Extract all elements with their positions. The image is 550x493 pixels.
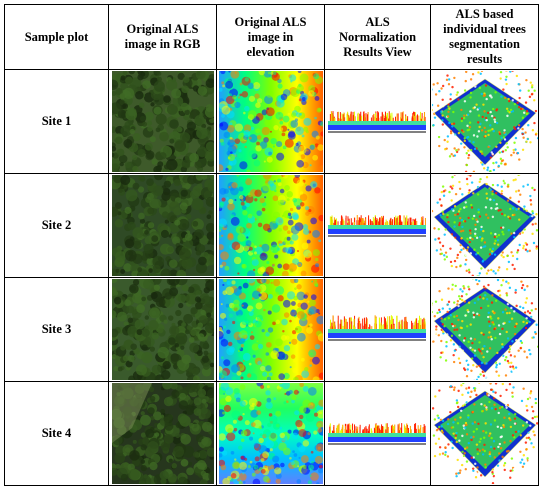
- header-elevation: Original ALS image in elevation: [216, 4, 325, 70]
- elevation-cell: [216, 381, 325, 486]
- header-segmentation: ALS based individual trees segmentation …: [430, 4, 539, 70]
- normalized-point-cloud-profile: [327, 111, 426, 133]
- normalization-cell: [324, 381, 431, 486]
- rgb-cell: [108, 173, 217, 278]
- elevation-cell: [216, 277, 325, 382]
- segmentation-cell: [430, 381, 539, 486]
- segmentation-cell: [430, 277, 539, 382]
- site-label: Site 4: [4, 381, 109, 486]
- segmented-tree-point-cloud-3d: [431, 383, 538, 484]
- aerial-forest-rgb-image: [111, 71, 214, 172]
- rgb-cell: [108, 381, 217, 486]
- normalization-cell: [324, 173, 431, 278]
- site-label: Site 1: [4, 69, 109, 174]
- segmentation-cell: [430, 173, 539, 278]
- table-row: Site 2: [4, 173, 539, 278]
- results-table: Sample plot Original ALS image in RGB Or…: [4, 4, 539, 486]
- segmented-tree-point-cloud-3d: [431, 279, 538, 380]
- normalized-point-cloud-profile: [327, 215, 426, 237]
- normalization-cell: [324, 277, 431, 382]
- elevation-cell: [216, 173, 325, 278]
- site-label: Site 2: [4, 173, 109, 278]
- segmented-tree-point-cloud-3d: [431, 175, 538, 276]
- elevation-heatmap-image: [218, 175, 323, 276]
- elevation-heatmap-image: [218, 71, 323, 172]
- aerial-forest-rgb-image: [111, 279, 214, 380]
- table-row: Site 3: [4, 277, 539, 382]
- rgb-cell: [108, 277, 217, 382]
- header-rgb: Original ALS image in RGB: [108, 4, 217, 70]
- table-row: Site 4: [4, 381, 539, 486]
- header-row: Sample plot Original ALS image in RGB Or…: [4, 4, 539, 70]
- elevation-cell: [216, 69, 325, 174]
- rgb-cell: [108, 69, 217, 174]
- elevation-heatmap-image: [218, 383, 323, 484]
- site-label: Site 3: [4, 277, 109, 382]
- header-sample-plot: Sample plot: [4, 4, 109, 70]
- elevation-heatmap-image: [218, 279, 323, 380]
- header-normalization: ALS Normalization Results View: [324, 4, 431, 70]
- aerial-forest-rgb-image: [111, 383, 214, 484]
- table-row: Site 1: [4, 69, 539, 174]
- segmented-tree-point-cloud-3d: [431, 71, 538, 172]
- segmentation-cell: [430, 69, 539, 174]
- normalized-point-cloud-profile: [327, 423, 426, 445]
- normalized-point-cloud-profile: [327, 315, 426, 341]
- aerial-forest-rgb-image: [111, 175, 214, 276]
- normalization-cell: [324, 69, 431, 174]
